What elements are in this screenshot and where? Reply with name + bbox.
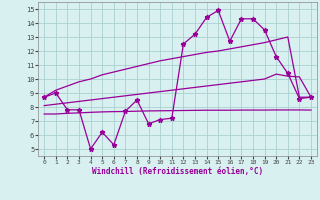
X-axis label: Windchill (Refroidissement éolien,°C): Windchill (Refroidissement éolien,°C): [92, 167, 263, 176]
